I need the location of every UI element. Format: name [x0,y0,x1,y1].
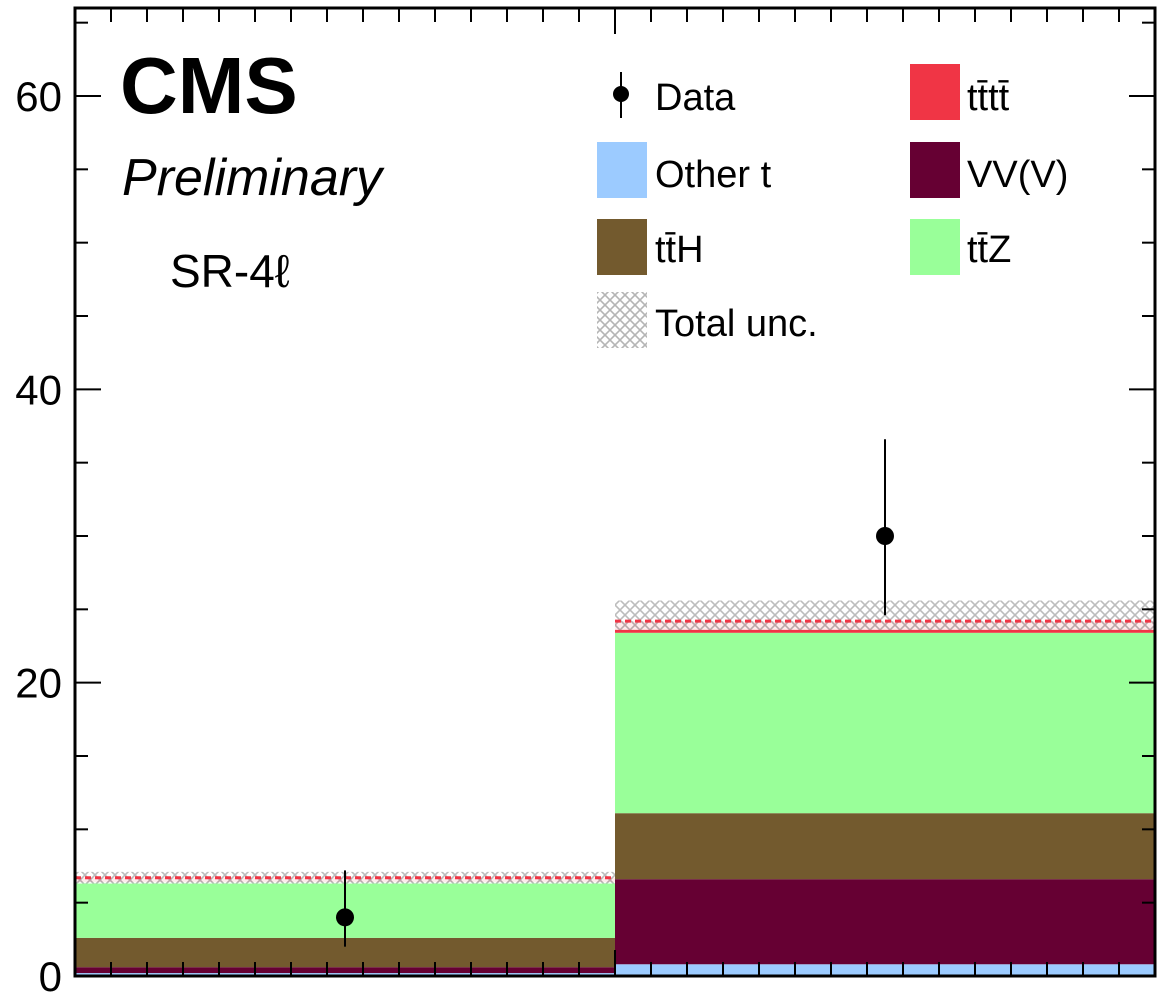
stacked-bars [75,621,1155,976]
legend-ttz-label: tt̄Z [967,229,1011,271]
legend-data-marker [613,86,629,102]
legend-item-tttt: tt̄tt̄ [910,64,1010,120]
legend-tth-label: tt̄H [655,229,704,271]
bar-0-bin-1 [615,964,1155,976]
legend-other-t-label: Other t [655,154,772,196]
bar-2-bin-1 [615,813,1155,880]
legend-item-total-unc: Total unc. [597,292,818,348]
legend-item-tth: tt̄H [597,219,704,275]
legend-data-label: Data [655,77,736,119]
bar-1-bin-1 [615,879,1155,965]
legend-total-unc-label: Total unc. [655,303,818,345]
experiment-label: CMS [120,41,298,130]
y-tick-labels: 0 20 40 60 [15,73,62,998]
y-tick-label-60: 60 [15,73,62,120]
legend-item-ttz: tt̄Z [910,219,1011,275]
legend-tttt-swatch [910,64,960,120]
data-point-bin-1 [876,527,894,545]
bar-3-bin-1 [615,632,1155,814]
legend-tttt-label: tt̄tt̄ [967,77,1010,119]
legend-tth-swatch [597,219,647,275]
y-tick-label-40: 40 [15,366,62,413]
data-point-bin-0 [336,908,354,927]
legend-other-t-swatch [597,142,647,198]
axis-ticks [74,8,1156,977]
legend-vvv-swatch [910,142,960,198]
status-label: Preliminary [122,149,385,207]
legend: Data tt̄tt̄ Other t VV(V) tt̄H tt̄Z Tota… [597,64,1068,348]
data-points [336,439,894,947]
legend-item-data: Data [613,72,736,119]
legend-ttz-swatch [910,219,960,275]
bar-1-bin-0 [75,967,615,974]
legend-item-other-t: Other t [597,142,772,198]
legend-total-unc-swatch [597,292,647,348]
y-tick-label-20: 20 [15,660,62,707]
legend-item-vvv: VV(V) [910,142,1068,198]
y-tick-label-0: 0 [39,953,62,998]
legend-vvv-label: VV(V) [967,154,1068,196]
region-label: SR-4ℓ [170,245,290,297]
